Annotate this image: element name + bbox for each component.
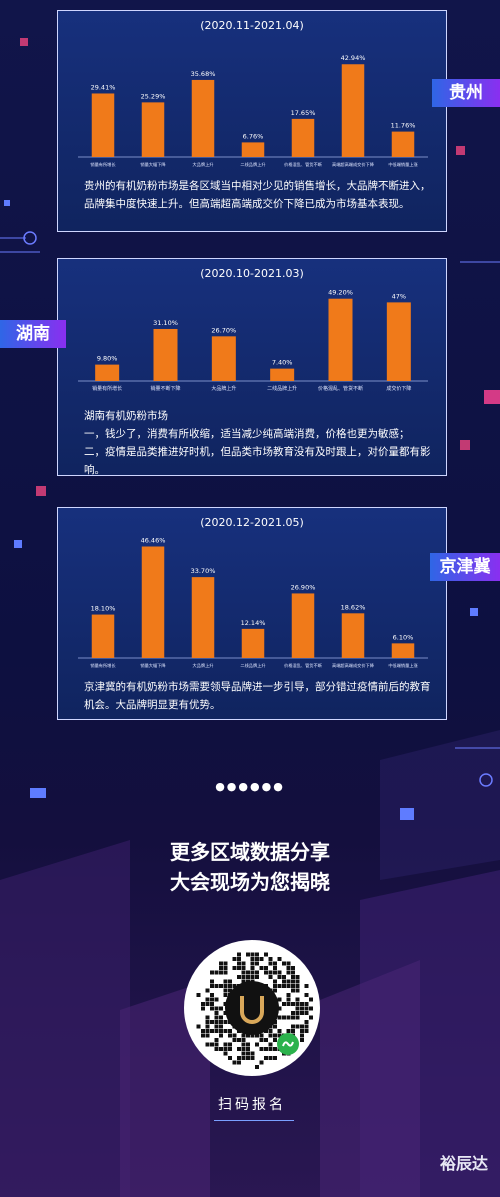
bar (141, 546, 165, 658)
bar (141, 102, 165, 157)
chart-title: (2020.11-2021.04) (200, 19, 304, 32)
data-label: 6.10% (393, 633, 414, 641)
category-label: 销量不断下降 (150, 385, 180, 392)
category-label: 销量有所增长 (90, 161, 116, 168)
pagination-dots: ●●●●●● (215, 780, 285, 793)
bar (153, 328, 178, 381)
bar (211, 336, 236, 381)
data-label: 17.65% (291, 109, 316, 117)
data-label: 31.10% (153, 319, 178, 327)
brand-watermark: 裕辰达 (439, 1154, 488, 1173)
bar (341, 64, 365, 157)
bar (241, 628, 265, 658)
data-label: 35.68% (191, 70, 216, 78)
data-label: 26.70% (211, 326, 236, 334)
data-label: 26.90% (291, 583, 316, 591)
bar (95, 364, 120, 381)
category-label: 销量有所增长 (90, 662, 116, 668)
category-label: 二线品牌上升 (267, 385, 297, 392)
bar (291, 593, 315, 658)
cta-line-1: 更多区域数据分享 (170, 840, 330, 864)
category-label: 高端超高端成交价下降 (332, 161, 375, 168)
data-label: 7.40% (272, 359, 293, 367)
bar-chart-jingjinji: 18.10% 销量有所增长 46.46% 销量大幅下降 33.70% 大品牌上升 12.14… (78, 536, 428, 668)
panel-description: 湖南有机奶粉市场 一，钱少了，消费有所收缩，适当减少纯高端消费，价格也更为敏感；… (84, 407, 432, 479)
bar (341, 613, 365, 658)
bar (291, 118, 315, 157)
category-label: 价格混乱、管货不断 (284, 662, 323, 668)
bar (241, 142, 265, 157)
category-label: 二线品牌上升 (240, 662, 265, 668)
divider (214, 1120, 294, 1121)
category-label: 价格混乱、管货不断 (318, 385, 363, 392)
bar (386, 302, 411, 381)
bar (191, 577, 215, 658)
u-logo-icon (225, 981, 279, 1035)
region-tag-jingjinji: 京津冀 (430, 553, 500, 581)
bar (328, 298, 353, 381)
description-title: 湖南有机奶粉市场 (84, 410, 168, 422)
category-label: 高端超高端成交价下降 (332, 662, 375, 668)
data-label: 11.76% (391, 122, 416, 130)
chart-title: (2020.10-2021.03) (200, 267, 304, 280)
bar-chart-guizhou: 29.41% 销量有所增长 25.29% 销量大幅下降 35.68% 大品牌上升 6.76%… (78, 54, 428, 168)
category-label: 销量大幅下降 (140, 161, 166, 168)
category-label: 大品牌上升 (193, 662, 214, 668)
data-label: 47% (392, 292, 406, 300)
category-label: 大品牌上升 (211, 385, 236, 392)
category-label: 价格混乱、管货不断 (284, 161, 323, 168)
bar (391, 131, 415, 157)
mini-program-icon (277, 1033, 299, 1055)
data-label: 49.20% (328, 289, 353, 297)
data-label: 9.80% (97, 355, 118, 363)
data-label: 42.94% (341, 54, 366, 62)
category-label: 中低端销量上涨 (388, 662, 418, 668)
panel-guizhou: (2020.11-2021.04) 29.41% 销量有所增长 25.29% 销量大幅… (57, 10, 447, 232)
data-label: 12.14% (241, 619, 266, 627)
chart-title: (2020.12-2021.05) (200, 516, 304, 529)
category-label: 销量有所增长 (92, 385, 122, 392)
data-label: 6.76% (243, 132, 264, 140)
data-label: 25.29% (141, 92, 166, 100)
cta-line-2: 大会现场为您揭晓 (170, 870, 330, 894)
panel-hunan: (2020.10-2021.03) 9.80% 销量有所增长 31.10% 销量不断下… (57, 258, 447, 476)
category-label: 中低端销量上涨 (388, 161, 418, 168)
region-tag-guizhou: 贵州 (432, 79, 500, 107)
bar (91, 93, 115, 157)
panel-jingjinji: (2020.12-2021.05) 18.10% 销量有所增长 46.46% 销量大幅… (57, 507, 447, 720)
description-point-1: 一，钱少了，消费有所收缩，适当减少纯高端消费，价格也更为敏感； (84, 428, 410, 440)
panel-description: 贵州的有机奶粉市场是各区域当中相对少见的销售增长，大品牌不断进入，品牌集中度快速… (84, 180, 431, 210)
region-tag-hunan: 湖南 (0, 320, 66, 348)
category-label: 二线品牌上升 (240, 161, 265, 168)
bar (191, 79, 215, 157)
data-label: 18.62% (341, 603, 366, 611)
data-label: 46.46% (141, 536, 166, 544)
data-label: 29.41% (91, 83, 116, 91)
scan-to-register-label: 扫码报名 (218, 1097, 286, 1113)
panel-description: 京津冀的有机奶粉市场需要领导品牌进一步引导，部分错过疫情前后的教育机会。大品牌明… (84, 681, 431, 711)
data-label: 33.70% (191, 567, 216, 575)
registration-qr-code[interactable] (184, 940, 320, 1076)
bar (91, 614, 115, 658)
bar-chart-hunan: 9.80% 销量有所增长 31.10% 销量不断下降 26.70% 大品牌上升 7.40% 二… (78, 289, 428, 392)
bar (391, 643, 415, 658)
data-label: 18.10% (91, 605, 116, 613)
description-point-2: 二，疫情是品类推进好时机，但品类市场教育没有及时跟上，对价量都有影响。 (84, 446, 431, 476)
bar (270, 368, 295, 381)
category-label: 销量大幅下降 (140, 662, 166, 668)
category-label: 成交价下降 (386, 385, 411, 392)
category-label: 大品牌上升 (193, 161, 214, 168)
